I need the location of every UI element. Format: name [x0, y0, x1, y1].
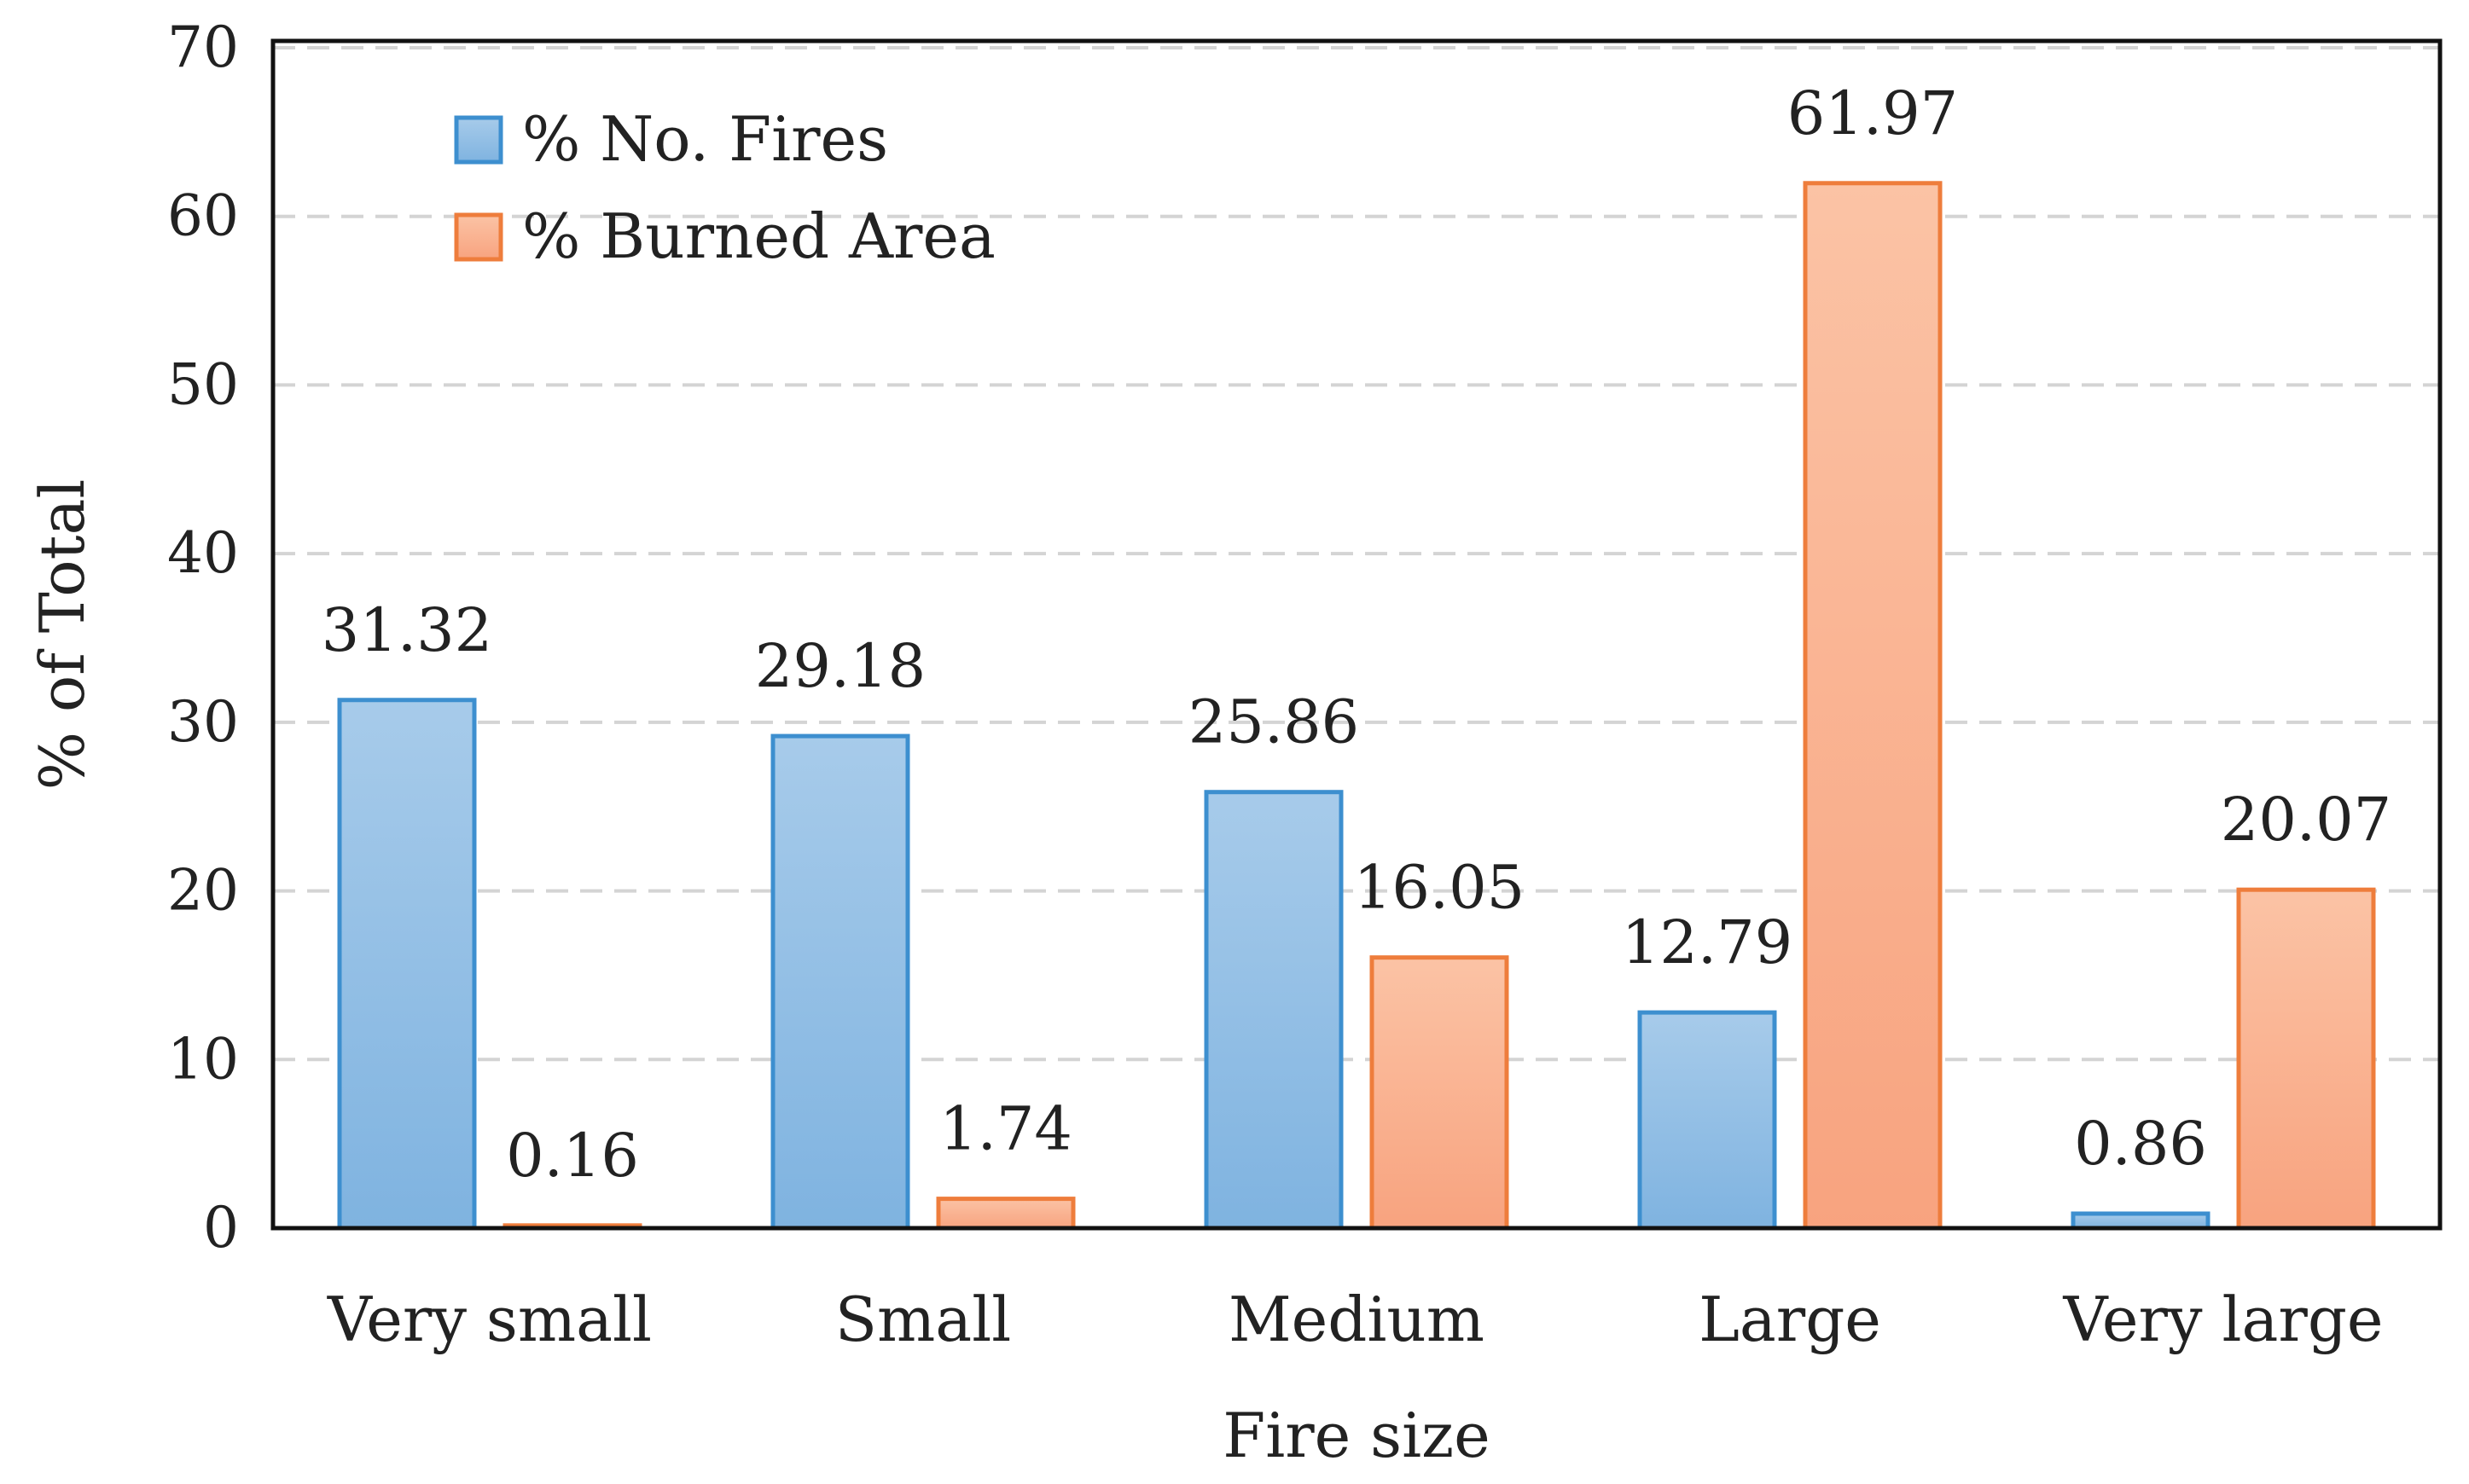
y-tick-label: 30	[167, 689, 239, 755]
bar-no-fires-3	[1637, 1010, 1777, 1231]
x-axis-title: Fire size	[1223, 1400, 1490, 1471]
data-label: 29.18	[755, 631, 926, 701]
x-category-label: Small	[835, 1284, 1012, 1355]
bar-no-fires-1	[770, 733, 910, 1231]
data-label: 0.86	[2074, 1109, 2207, 1179]
y-tick-label: 20	[167, 858, 239, 924]
data-label: 20.07	[2221, 785, 2391, 855]
data-label: 12.79	[1622, 907, 1792, 977]
data-label: 0.16	[506, 1121, 639, 1191]
bar-no-fires-0	[337, 698, 477, 1231]
bar-burned-area-3	[1803, 181, 1943, 1231]
gridlines	[273, 46, 2440, 1062]
legend-swatch	[454, 115, 503, 165]
y-tick-label: 40	[167, 520, 239, 586]
y-tick-label: 0	[203, 1195, 239, 1261]
x-category-label: Large	[1699, 1284, 1881, 1355]
bar-no-fires-4	[2071, 1211, 2210, 1231]
data-labels: 31.32 0.16 29.18 1.74 25.86 16.05 12.79 61.97 0.…	[322, 78, 2391, 1191]
y-tick-label: 60	[167, 183, 239, 249]
data-label: 25.86	[1188, 687, 1359, 757]
x-category-label: Medium	[1229, 1284, 1484, 1355]
x-axis-categories: Very small Small Medium Large Very large	[327, 1284, 2384, 1355]
data-label: 61.97	[1787, 78, 1958, 148]
bar-burned-area-2	[1369, 955, 1509, 1231]
legend-swatch	[454, 212, 503, 262]
bar-burned-area-1	[936, 1197, 1076, 1231]
legend-label: % Burned Area	[522, 200, 996, 272]
y-tick-label: 10	[167, 1026, 239, 1092]
data-label: 1.74	[939, 1094, 1072, 1164]
y-axis-title: % of Total	[26, 479, 98, 791]
x-category-label: Very large	[2062, 1284, 2383, 1355]
data-label: 16.05	[1354, 853, 1525, 923]
bar-no-fires-2	[1204, 790, 1344, 1231]
legend-label: % No. Fires	[522, 103, 888, 175]
x-category-label: Very small	[327, 1284, 652, 1355]
y-tick-label: 70	[167, 14, 239, 80]
y-axis-ticks: 0 10 20 30 40 50 60 70	[167, 14, 239, 1261]
plot-frame	[270, 38, 2443, 1231]
y-tick-label: 50	[167, 351, 239, 417]
legend: % No. Fires % Burned Area	[454, 103, 996, 272]
bar-burned-area-4	[2236, 887, 2376, 1231]
data-label: 31.32	[322, 595, 492, 665]
